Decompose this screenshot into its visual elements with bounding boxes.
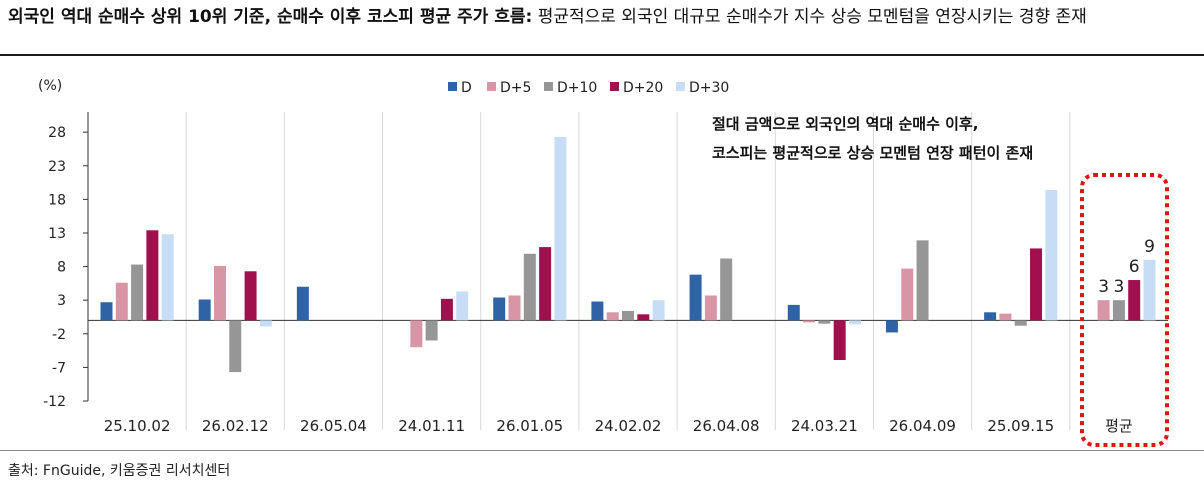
bar-dplus10	[1112, 300, 1125, 321]
bar-dplus30	[1143, 259, 1156, 321]
legend-swatch	[610, 82, 619, 91]
bar-dplus5	[1097, 300, 1110, 321]
y-tick-label: -2	[52, 327, 66, 343]
bar-d	[885, 320, 898, 333]
source-note: 출처: FnGuide, 키움증권 리서치센터	[8, 463, 231, 479]
bar-dplus30	[848, 320, 861, 325]
bar-d	[198, 299, 211, 321]
bar-dplus5	[508, 295, 521, 321]
bar-dplus30	[259, 320, 272, 327]
x-tick-label: 24.02.02	[595, 417, 662, 435]
bar-dplus5	[213, 265, 226, 321]
x-tick-label: 24.03.21	[791, 417, 858, 435]
bar-dplus5	[115, 282, 128, 321]
y-tick-label: 18	[48, 192, 66, 208]
bar-d	[493, 297, 506, 321]
legend-label: D+5	[500, 80, 531, 96]
bar-dplus5	[999, 313, 1012, 321]
bar-d	[296, 286, 309, 321]
bar-dplus20	[637, 314, 650, 321]
bar-dplus20	[146, 230, 159, 321]
x-tick-label: 26.04.08	[693, 417, 760, 435]
bar-chart: (%) 28 23 18 13 8 3 -2 -7 -12 25.10.02 26.02.12 26.0…	[38, 78, 1169, 447]
y-tick-label: -7	[52, 360, 66, 376]
y-tick-label: 3	[57, 293, 66, 309]
chart-annotation: 절대 금액으로 외국인의 역대 순매수 이후,	[712, 115, 978, 133]
title-rest: 평균적으로 외국인 대규모 순매수가 지수 상승 모멘텀을 연장시키는 경향 존…	[532, 7, 1087, 27]
average-data-label: 9	[1144, 237, 1155, 257]
bar-dplus10	[720, 258, 733, 321]
bar-dplus20	[1128, 280, 1141, 321]
legend-swatch	[487, 82, 496, 91]
chart-title: 외국인 역대 순매수 상위 10위 기준, 순매수 이후 코스피 평균 주가 흐…	[8, 6, 1196, 29]
bar-dplus10	[425, 320, 438, 341]
bar-dplus5	[410, 320, 423, 348]
x-tick-label: 26.02.12	[202, 417, 269, 435]
x-tick-label: 24.01.11	[398, 417, 465, 435]
legend-label: D+10	[557, 80, 597, 96]
bar-dplus30	[161, 234, 174, 321]
bar-dplus30	[1045, 189, 1058, 321]
bar-dplus30	[456, 291, 469, 321]
legend-swatch	[544, 82, 553, 91]
y-tick-label: 8	[57, 260, 66, 276]
legend-label: D+20	[623, 80, 663, 96]
y-tick-label: 23	[48, 159, 66, 175]
y-tick-label: 13	[48, 226, 66, 242]
legend-label: D+30	[689, 80, 729, 96]
y-tick-label: 28	[48, 125, 66, 141]
y-unit-label: (%)	[38, 78, 62, 94]
legend-swatch	[676, 82, 685, 91]
bar-dplus10	[229, 320, 242, 373]
average-data-label: 6	[1129, 257, 1140, 277]
legend-label: D	[461, 80, 472, 96]
bar-d	[689, 274, 702, 321]
bar-dplus10	[523, 253, 536, 321]
x-tick-label: 평균	[1105, 417, 1133, 435]
x-tick-label: 26.05.04	[300, 417, 367, 435]
bar-dplus10	[818, 320, 831, 324]
x-tick-label: 26.01.05	[496, 417, 563, 435]
bar-dplus30	[554, 136, 567, 321]
bottom-rule	[0, 450, 1204, 451]
chart-annotation: 코스피는 평균적으로 상승 모멘텀 연장 패턴이 존재	[712, 144, 1033, 162]
bar-dplus20	[440, 298, 453, 321]
bar-d	[100, 302, 113, 321]
bar-dplus5	[901, 268, 914, 321]
x-tick-label: 25.09.15	[987, 417, 1054, 435]
bar-dplus10	[622, 310, 634, 321]
average-data-label: 3	[1113, 277, 1124, 297]
x-tick-label: 25.10.02	[104, 417, 171, 435]
average-data-label: 3	[1098, 277, 1109, 297]
average-highlight-box	[1080, 173, 1169, 447]
bar-dplus20	[244, 271, 257, 321]
legend-swatch	[448, 82, 457, 91]
bar-d	[984, 312, 997, 321]
x-tick-label: 26.04.09	[889, 417, 956, 435]
bar-dplus20	[1030, 248, 1043, 321]
bar-dplus5	[704, 295, 717, 321]
bar-d	[591, 301, 604, 321]
bar-dplus5	[606, 312, 619, 321]
bar-dplus20	[833, 320, 846, 361]
bar-dplus20	[539, 247, 552, 321]
bar-dplus10	[916, 240, 929, 321]
bar-d	[787, 304, 800, 321]
bar-dplus10	[131, 264, 144, 321]
bar-dplus30	[652, 300, 665, 321]
bar-dplus10	[1014, 320, 1027, 326]
bar-dplus5	[803, 320, 816, 323]
top-rule	[0, 54, 1204, 56]
title-bold: 외국인 역대 순매수 상위 10위 기준, 순매수 이후 코스피 평균 주가 흐…	[8, 7, 533, 27]
y-tick-label: -12	[43, 394, 66, 410]
